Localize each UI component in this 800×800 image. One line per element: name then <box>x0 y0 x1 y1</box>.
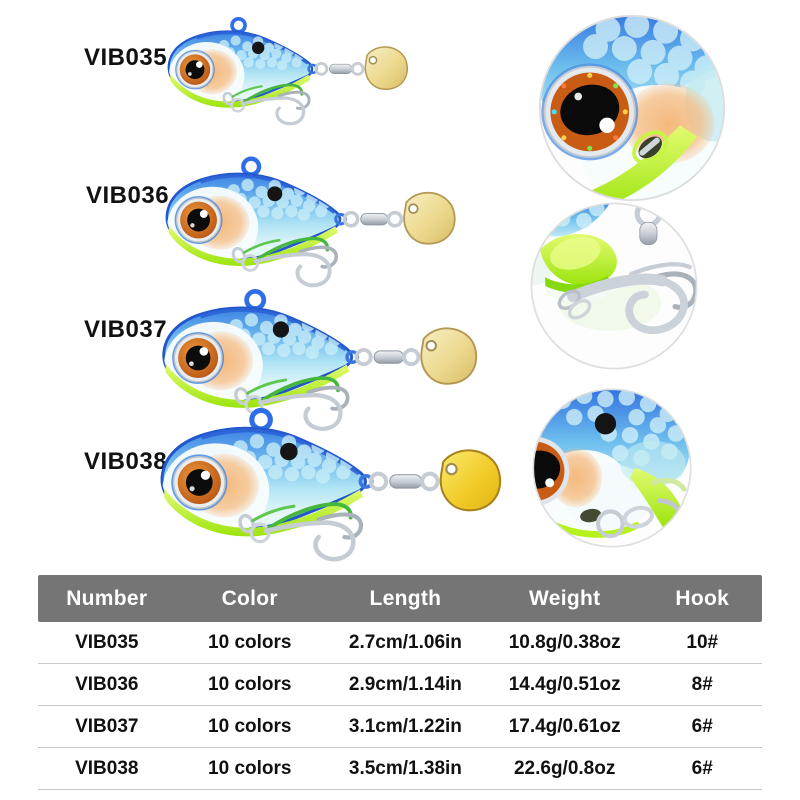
lure-label-vib037: VIB037 <box>84 316 168 343</box>
split-ring-hardware <box>580 478 687 539</box>
cell-weight: 14.4g/0.51oz <box>508 673 621 695</box>
cell-color: 10 colors <box>208 673 292 695</box>
cell-weight: 17.4g/0.61oz <box>508 715 621 737</box>
column-header-length: Length <box>369 586 442 610</box>
lure-label-vib038: VIB038 <box>84 448 168 475</box>
spinner-blade <box>403 191 456 245</box>
cell-length: 2.7cm/1.06in <box>348 631 462 653</box>
cell-length: 2.9cm/1.14in <box>348 673 462 695</box>
cell-length: 3.1cm/1.22in <box>348 715 462 737</box>
spec-row-vib037: VIB037 10 colors 3.1cm/1.22in 17.4g/0.61… <box>38 706 762 748</box>
column-header-color: Color <box>221 586 278 610</box>
spinner-blade <box>439 449 502 512</box>
detail-circle-hook-closeup <box>530 202 698 370</box>
lure-label-vib035: VIB035 <box>84 44 168 71</box>
lure-image-vib038 <box>154 398 502 568</box>
cell-number: VIB037 <box>75 715 139 737</box>
body-dot-large <box>594 413 617 435</box>
detail-circle-head-closeup <box>532 388 692 548</box>
spinner-blade <box>364 46 409 91</box>
spec-table: Number Color Length Weight Hook VIB035 1… <box>38 575 762 790</box>
cell-weight: 22.6g/0.8oz <box>513 757 616 779</box>
spec-table-header: Number Color Length Weight Hook <box>38 575 762 622</box>
cell-number: VIB036 <box>75 673 139 695</box>
column-header-weight: Weight <box>528 586 601 610</box>
eye-large <box>541 63 639 161</box>
cell-color: 10 colors <box>208 631 292 653</box>
treble-hook-large <box>557 203 697 335</box>
lure-label-vib036: VIB036 <box>86 182 170 209</box>
column-header-hook: Hook <box>675 586 730 610</box>
eye-edge <box>533 436 570 506</box>
hook-hanger-notch <box>632 130 669 165</box>
cell-hook: 10# <box>686 631 719 653</box>
spinner-blade <box>420 327 478 385</box>
cell-hook: 8# <box>691 673 713 695</box>
cell-length: 3.5cm/1.38in <box>348 757 462 779</box>
lure-image-vib036 <box>160 148 456 293</box>
spec-row-vib038: VIB038 10 colors 3.5cm/1.38in 22.6g/0.8o… <box>38 748 762 790</box>
cell-weight: 10.8g/0.38oz <box>508 631 621 653</box>
cell-number: VIB035 <box>75 631 139 653</box>
detail-circle-eye-closeup <box>538 14 726 202</box>
lure-image-vib035 <box>163 10 409 130</box>
spec-row-vib036: VIB036 10 colors 2.9cm/1.14in 14.4g/0.51… <box>38 664 762 706</box>
cell-number: VIB038 <box>75 757 139 779</box>
belly-edge-right <box>630 468 683 528</box>
cell-color: 10 colors <box>208 715 292 737</box>
spec-row-vib035: VIB035 10 colors 2.7cm/1.06in 10.8g/0.38… <box>38 622 762 664</box>
cell-color: 10 colors <box>208 757 292 779</box>
cell-hook: 6# <box>691 757 713 779</box>
cell-hook: 6# <box>691 715 713 737</box>
column-header-number: Number <box>66 586 148 610</box>
